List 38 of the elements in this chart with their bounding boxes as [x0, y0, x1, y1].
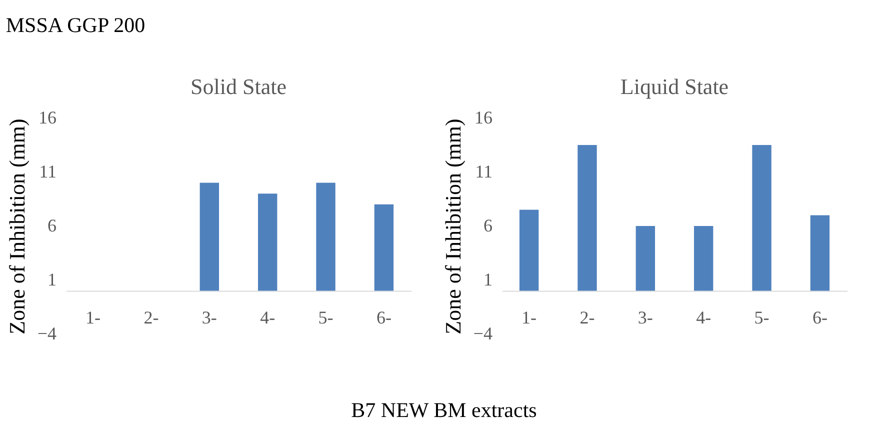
y-tick-label: 16: [38, 108, 56, 128]
x-tick-label: 5-: [754, 307, 770, 328]
x-tick-label: 1-: [86, 307, 101, 328]
y-tick-label: 1: [484, 270, 492, 290]
chart-title: Solid State: [190, 74, 286, 99]
x-tick-label: 4-: [260, 307, 276, 328]
x-tick-label: 2-: [144, 307, 159, 328]
x-tick-label: 6-: [812, 307, 828, 328]
y-tick-label: −4: [473, 324, 492, 344]
x-tick-label: 3-: [638, 307, 653, 328]
x-tick-label: 3-: [202, 307, 217, 328]
bar: [752, 145, 772, 291]
bar: [636, 226, 656, 291]
x-tick-label: 6-: [376, 307, 392, 328]
bar: [258, 194, 278, 291]
y-axis-title: Zone of Inhibition (mm): [440, 118, 466, 334]
bar: [519, 210, 539, 291]
x-tick-label: 4-: [696, 307, 712, 328]
x-tick-label: 2-: [580, 307, 595, 328]
bar: [316, 182, 336, 291]
bar: [200, 182, 220, 291]
y-tick-label: 1: [48, 270, 56, 290]
x-tick-label: 1-: [522, 307, 537, 328]
bar: [578, 145, 597, 291]
y-tick-label: −4: [37, 324, 56, 344]
x-tick-label: 5-: [318, 307, 334, 328]
y-tick-label: 6: [484, 216, 492, 236]
bar: [374, 204, 394, 291]
text: MSSA GGP 200: [6, 13, 146, 37]
y-axis-title: Zone of Inhibition (mm): [4, 118, 30, 334]
x-axis-title: B7 NEW BM extracts: [350, 398, 538, 423]
y-tick-label: 6: [48, 216, 56, 236]
y-tick-label: 11: [39, 162, 56, 182]
y-tick-label: 16: [474, 108, 492, 128]
y-tick-label: 11: [475, 162, 492, 182]
bar: [810, 215, 830, 291]
bar: [694, 226, 714, 291]
chart-title: Liquid State: [620, 74, 729, 99]
